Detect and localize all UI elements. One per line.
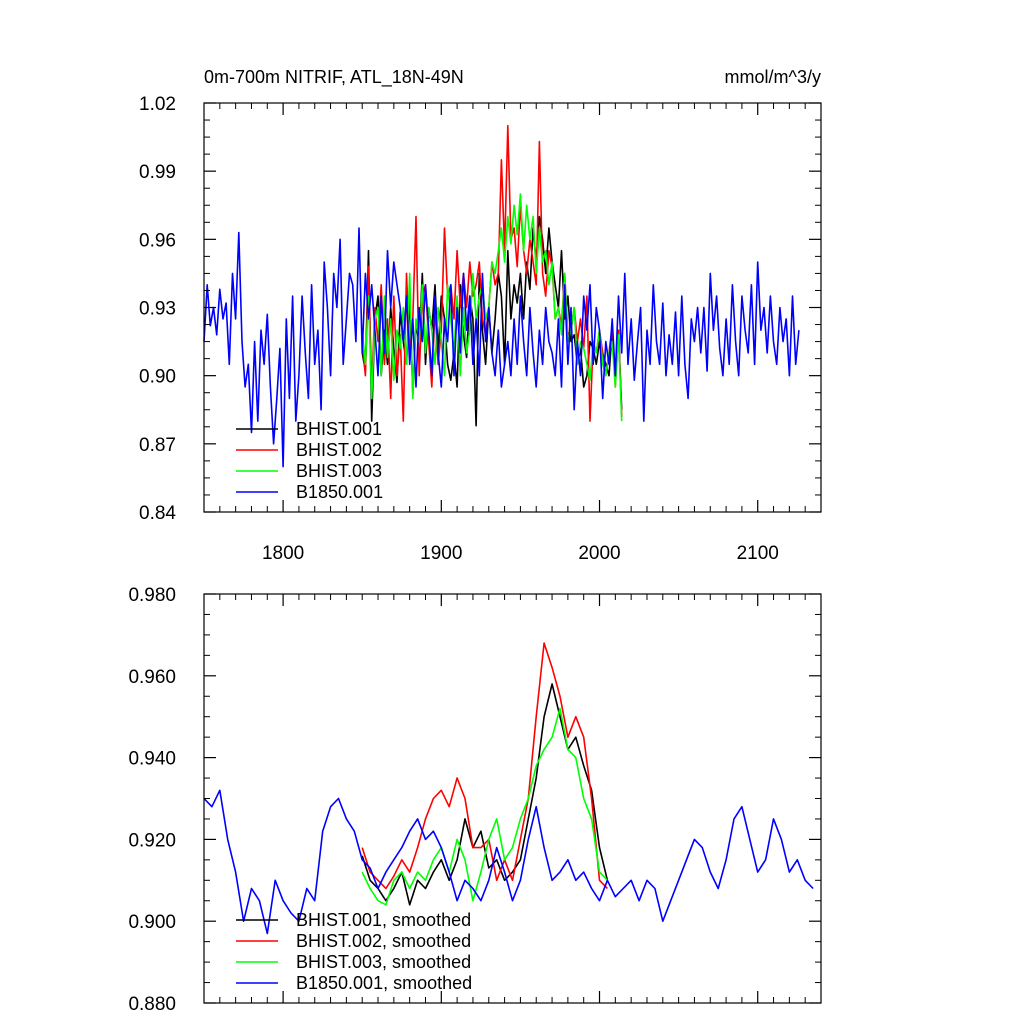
y-tick-label: 0.980 xyxy=(128,585,176,606)
y-tick-label: 0.900 xyxy=(128,912,176,933)
legend-label-3: BHIST.003 xyxy=(296,461,382,481)
y-tick-label: 1.02 xyxy=(139,94,176,115)
y-tick-label: 0.940 xyxy=(128,749,176,770)
series-line-3 xyxy=(361,707,608,906)
x-tick-label: 1900 xyxy=(420,543,462,564)
y-tick-label: 0.920 xyxy=(128,830,176,851)
x-tick-label: 2100 xyxy=(737,543,779,564)
bottom-panel: 0.880 0.900 0.920 0.940 0.960 0.980 BHIST.001,… xyxy=(128,585,822,1015)
y-tick-label: 0.90 xyxy=(139,367,176,388)
y-tick-label: 0.93 xyxy=(139,299,176,320)
top-panel: 0.84 0.87 0.90 0.93 0.96 0.99 1.02 1800 1900 2000… xyxy=(139,94,822,564)
figure-title-left: 0m-700m NITRIF, ATL_18N-49N xyxy=(204,67,464,88)
series-line-4 xyxy=(203,789,814,935)
legend-label-3: BHIST.003, smoothed xyxy=(296,952,471,972)
y-tick-label: 0.84 xyxy=(139,503,176,524)
legend-label-2: BHIST.002 xyxy=(296,440,382,460)
y-tick-label: 0.960 xyxy=(128,667,176,688)
y-tick-label: 0.880 xyxy=(128,994,176,1015)
series-line-2 xyxy=(361,642,608,890)
figure-title-right: mmol/m^3/y xyxy=(725,67,821,87)
legend-label-4: B1850.001, smoothed xyxy=(296,973,472,993)
series-line-4 xyxy=(203,227,800,468)
y-tick-label: 0.87 xyxy=(139,435,176,456)
series-line-1 xyxy=(361,683,609,906)
y-tick-label: 0.96 xyxy=(139,230,176,251)
legend-label-4: B1850.001 xyxy=(296,482,383,502)
legend-label-1: BHIST.001, smoothed xyxy=(296,910,471,930)
y-tick-label: 0.99 xyxy=(139,162,176,183)
legend-label-1: BHIST.001 xyxy=(296,419,382,439)
legend-label-2: BHIST.002, smoothed xyxy=(296,931,471,951)
x-tick-label: 1800 xyxy=(262,543,304,564)
x-tick-label: 2000 xyxy=(578,543,620,564)
